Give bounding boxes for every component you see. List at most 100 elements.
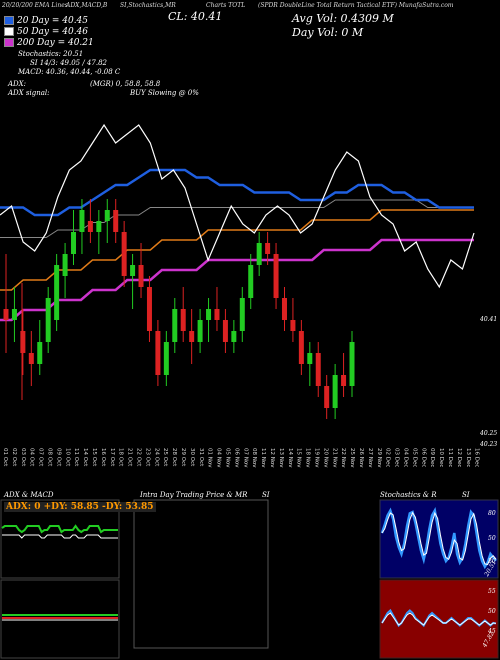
candle-body: [239, 298, 245, 331]
candle-body: [281, 298, 287, 320]
date-tick-label: 10 Oct: [64, 448, 70, 467]
candle-body: [146, 287, 152, 331]
date-tick-label: 15 Nov: [296, 448, 302, 468]
si-line: [381, 608, 497, 628]
chart-title: Charts TOTL: [206, 2, 246, 9]
candle-body: [265, 243, 271, 254]
candle-body: [45, 298, 51, 342]
mr-panel: [133, 499, 269, 649]
date-tick-label: 09 Dec: [429, 448, 435, 467]
candle-body: [189, 331, 195, 342]
stoch-panel-si: SI: [462, 491, 470, 499]
date-tick-label: 11 Oct: [73, 448, 79, 467]
macd-readout: MACD: 40.36, 40.44, -0.08 C: [18, 68, 121, 76]
date-tick-label: 25 Nov: [349, 448, 355, 468]
stoch-line: [380, 506, 497, 570]
date-tick-label: 25 Oct: [162, 448, 168, 467]
candle-body: [206, 309, 212, 320]
si-panel: [379, 579, 499, 659]
adx-panel-title: ADX & MACD: [4, 491, 54, 499]
date-tick-label: 15 Oct: [91, 448, 97, 467]
top-left-label: 20/20/200 EMA Lines: [2, 2, 68, 9]
date-tick-label: 22 Oct: [136, 448, 142, 467]
stoch-level-50: 50: [488, 535, 496, 542]
bb-lower-line: [0, 238, 474, 322]
adx-signal-label: ADX signal:: [8, 89, 50, 97]
date-tick-label: 07 Oct: [38, 448, 44, 467]
mgr-readout: (MGR) 0, 58.8, 58.8: [90, 80, 161, 88]
candle-body: [130, 265, 136, 276]
date-tick-label: 14 Oct: [82, 448, 88, 467]
candle-body: [71, 232, 77, 254]
si-readout: SI 14/3: 49.05 / 47.82: [30, 59, 107, 67]
candle-body: [113, 210, 119, 232]
candle-body: [341, 375, 347, 386]
date-tick-label: 08 Oct: [47, 448, 53, 467]
date-tick-label: 08 Nov: [251, 448, 257, 468]
date-tick-label: 03 Dec: [394, 448, 400, 467]
candle-body: [315, 353, 321, 386]
ema200-text: 200 Day = 40.21: [17, 38, 94, 48]
date-tick-label: 30 Oct: [189, 448, 195, 467]
candle-body: [87, 221, 93, 232]
candle-body: [79, 210, 85, 232]
date-tick-label: 10 Dec: [438, 448, 444, 467]
price-label-high: 40.41: [480, 316, 498, 323]
date-tick-label: 04 Nov: [216, 448, 222, 468]
date-tick-label: 04 Dec: [403, 448, 409, 467]
stoch-last: 20.51: [483, 559, 498, 578]
macd-panel: [0, 579, 120, 659]
candle-body: [214, 309, 220, 320]
stoch-panel: [379, 499, 499, 579]
date-tick-label: 23 Oct: [144, 448, 150, 467]
ema50-text: 50 Day = 40.46: [17, 27, 89, 37]
candle-body: [298, 331, 304, 364]
date-tick-label: 16 Dec: [474, 448, 480, 467]
date-tick-label: 05 Dec: [411, 448, 417, 467]
date-tick-label: 22 Nov: [340, 448, 346, 468]
date-tick-label: 12 Nov: [269, 448, 275, 468]
stoch-readout: Stochastics: 20.51: [18, 50, 84, 58]
candle-body: [273, 254, 279, 298]
date-tick-label: 27 Nov: [367, 448, 373, 468]
date-tick-label: 07 Nov: [242, 448, 248, 468]
date-tick-label: 18 Nov: [305, 448, 311, 468]
ema200-swatch: [4, 38, 14, 47]
candle-body: [307, 353, 313, 364]
ema50-swatch: [4, 27, 14, 36]
date-tick-label: 31 Oct: [198, 448, 204, 467]
candle-body: [155, 331, 161, 375]
candle-body: [20, 331, 26, 353]
adx-values: ADX: 0 +DY: 58.85 -DY: 53.85: [4, 502, 156, 512]
si-last: 47.82: [481, 630, 496, 649]
date-tick-label: 05 Nov: [225, 448, 231, 468]
avg-vol: Avg Vol: 0.4309 M: [292, 12, 394, 25]
date-tick-label: 17 Oct: [109, 448, 115, 467]
candle-body: [138, 265, 144, 287]
buy-signal: BUY Slowing @ 0%: [130, 89, 199, 97]
date-tick-label: 02 Oct: [11, 448, 17, 467]
legend-ema200: 200 Day = 40.21: [4, 38, 94, 48]
candle-body: [248, 265, 254, 298]
adx-label: ADX:: [8, 80, 27, 88]
date-tick-label: 24 Oct: [153, 448, 159, 467]
candle-body: [256, 243, 262, 265]
date-tick-label: 14 Nov: [287, 448, 293, 468]
date-tick-label: 29 Oct: [180, 448, 186, 467]
date-tick-label: 16 Oct: [100, 448, 106, 467]
legend-ema20: 20 Day = 40.45: [4, 16, 88, 26]
candle-body: [231, 331, 237, 342]
candle-body: [332, 375, 338, 408]
candle-body: [197, 320, 203, 342]
company-label: (SPDR DoubleLine Total Return Tactical E…: [258, 2, 454, 9]
mr-panel-title: Intra Day Trading Price & MR: [140, 491, 248, 499]
close-label: CL: 40.41: [168, 10, 223, 23]
candle-body: [324, 386, 330, 408]
candle-body: [121, 232, 127, 276]
candle-body: [37, 342, 43, 364]
date-tick-label: 28 Oct: [171, 448, 177, 467]
candle-body: [290, 320, 296, 331]
mr-panel-si: SI: [262, 491, 270, 499]
date-tick-label: 21 Oct: [127, 448, 133, 467]
plus-di-line: [1, 524, 118, 534]
